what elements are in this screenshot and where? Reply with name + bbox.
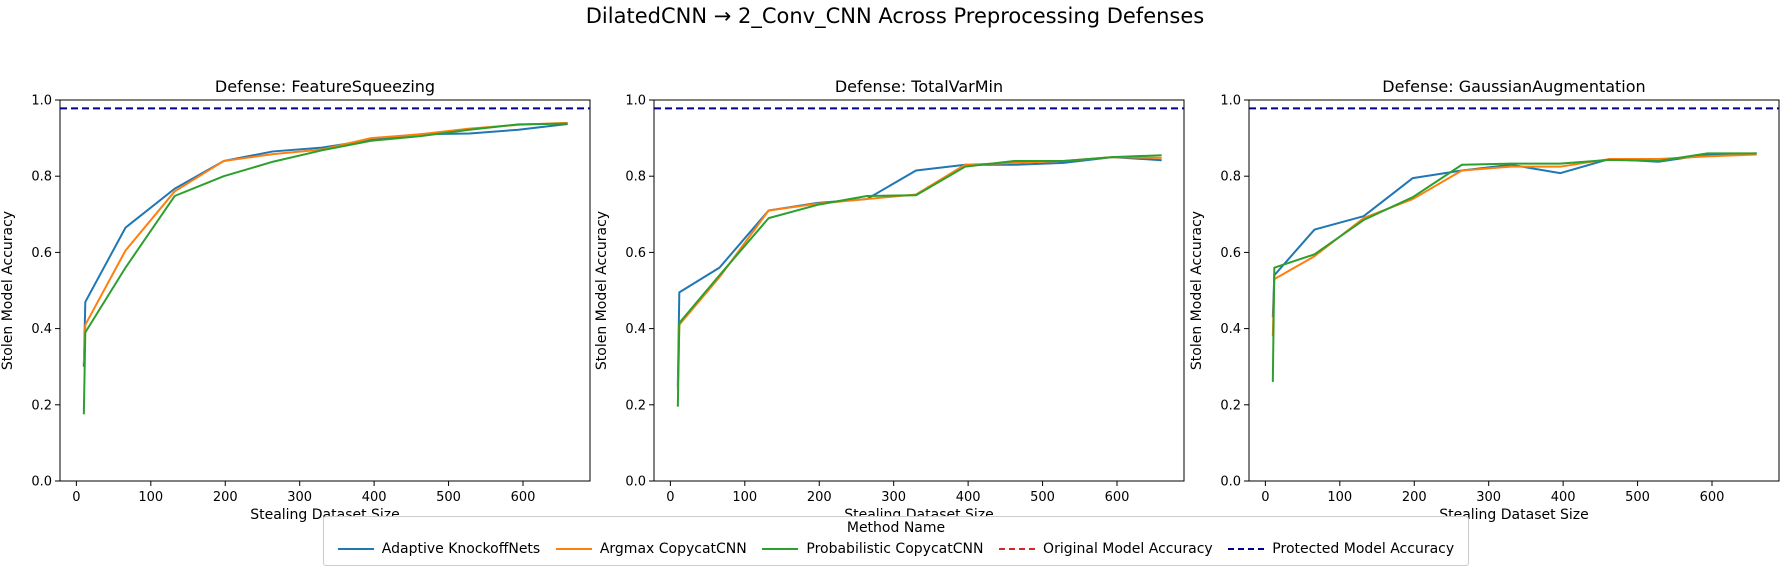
panel-3-title: Defense: GaussianAugmentation xyxy=(1382,77,1645,96)
panel-2-xtick-label-600: 600 xyxy=(1105,490,1130,505)
panel-2-xtick-label-200: 200 xyxy=(807,490,832,505)
panel-2-title: Defense: TotalVarMin xyxy=(835,77,1003,96)
panel-2-series-probabilistic-copycatcnn xyxy=(676,154,1162,407)
panel-3-xtick-label-300: 300 xyxy=(1476,490,1501,505)
panel-2-ytick-label-0.4: 0.4 xyxy=(625,322,646,337)
panel-2-ytick-label-0.8: 0.8 xyxy=(625,170,646,185)
legend-item-original-model-accuracy: Original Model Accuracy xyxy=(999,541,1213,557)
panel-1-ylabel: Stolen Model Accuracy xyxy=(0,211,16,370)
panel-3-ylabel: Stolen Model Accuracy xyxy=(1189,211,1205,370)
legend-item-adaptive-knockoffnets: Adaptive KnockoffNets xyxy=(337,541,541,557)
panel-2-series-adaptive-knockoffnets xyxy=(676,156,1162,386)
panel-1-series-adaptive-knockoffnets xyxy=(82,123,568,367)
legend: Method Name Adaptive KnockoffNets Argmax… xyxy=(323,516,1469,566)
panel-3-ytick-label-0.4: 0.4 xyxy=(1220,322,1241,337)
panel-3-ytick-label-0.8: 0.8 xyxy=(1220,170,1241,185)
legend-items: Adaptive KnockoffNets Argmax CopycatCNN … xyxy=(324,541,1468,557)
legend-label-argmax-copycatcnn: Argmax CopycatCNN xyxy=(599,541,747,557)
panel-3-ytick-label-0.2: 0.2 xyxy=(1220,398,1241,413)
panel-3-xtick-label-600: 600 xyxy=(1700,490,1725,505)
panel-2-xtick-label-500: 500 xyxy=(1030,490,1055,505)
panel-1-xtick-label-100: 100 xyxy=(138,490,163,505)
panel-3-xtick-label-200: 200 xyxy=(1402,490,1427,505)
panel-1-xtick-label-200: 200 xyxy=(213,490,238,505)
panel-3-xtick-label-100: 100 xyxy=(1327,490,1352,505)
legend-label-adaptive-knockoffnets: Adaptive KnockoffNets xyxy=(381,541,541,557)
panel-1-ytick-label-0.6: 0.6 xyxy=(31,246,52,261)
panel-1-xtick-label-400: 400 xyxy=(362,490,387,505)
panel-3-ytick-label-1: 1.0 xyxy=(1220,94,1241,109)
legend-item-protected-model-accuracy: Protected Model Accuracy xyxy=(1228,541,1454,557)
panel-1-xtick-label-300: 300 xyxy=(287,490,312,505)
legend-item-argmax-copycatcnn: Argmax CopycatCNN xyxy=(555,541,747,557)
panel-3-xlabel: Stealing Dataset Size xyxy=(1439,507,1589,523)
panel-1-ytick-label-0: 0.0 xyxy=(31,475,52,490)
panel-1-series-argmax-copycatcnn xyxy=(82,121,568,363)
panel-2-xtick-label-100: 100 xyxy=(732,490,757,505)
figure-suptitle: DilatedCNN → 2_Conv_CNN Across Preproces… xyxy=(585,4,1205,28)
panel-3-series-adaptive-knockoffnets xyxy=(1271,152,1757,318)
panel-2-axes-frame xyxy=(653,99,1185,482)
legend-swatch-argmax-copycatcnn xyxy=(555,548,592,550)
panel-2-ytick-label-0.2: 0.2 xyxy=(625,398,646,413)
panel-2-xtick-label-400: 400 xyxy=(956,490,981,505)
panel-1-title: Defense: FeatureSqueezing xyxy=(215,77,435,96)
panel-2-xtick-label-0: 0 xyxy=(666,490,674,505)
legend-label-protected-model-accuracy: Protected Model Accuracy xyxy=(1272,541,1455,557)
legend-title: Method Name xyxy=(846,520,946,536)
panel-1-ytick-label-0.8: 0.8 xyxy=(31,170,52,185)
panel-1-ytick-label-1: 1.0 xyxy=(31,94,52,109)
panel-2-ytick-label-0.6: 0.6 xyxy=(625,246,646,261)
panel-3-xtick-label-400: 400 xyxy=(1551,490,1576,505)
panel-2-xtick-label-300: 300 xyxy=(881,490,906,505)
panel-3-series-argmax-copycatcnn xyxy=(1271,153,1757,337)
panel-2-ylabel: Stolen Model Accuracy xyxy=(594,211,610,370)
legend-swatch-protected-model-accuracy xyxy=(1228,548,1265,550)
panel-3-ytick-label-0.6: 0.6 xyxy=(1220,246,1241,261)
panel-1-ytick-label-0.2: 0.2 xyxy=(31,398,52,413)
legend-label-probabilistic-copycatcnn: Probabilistic CopycatCNN xyxy=(806,541,984,557)
panel-3-xtick-label-500: 500 xyxy=(1625,490,1650,505)
panel-3-series-probabilistic-copycatcnn xyxy=(1271,152,1757,382)
panel-1-xtick-label-600: 600 xyxy=(511,490,536,505)
panel-1-series-probabilistic-copycatcnn xyxy=(82,122,568,415)
panel-1-ytick-label-0.4: 0.4 xyxy=(31,322,52,337)
panel-3-xtick-label-0: 0 xyxy=(1261,490,1269,505)
legend-label-original-model-accuracy: Original Model Accuracy xyxy=(1043,541,1213,557)
panel-2-ytick-label-1: 1.0 xyxy=(625,94,646,109)
legend-swatch-original-model-accuracy xyxy=(999,548,1036,550)
panel-2-ytick-label-0: 0.0 xyxy=(625,475,646,490)
legend-item-probabilistic-copycatcnn: Probabilistic CopycatCNN xyxy=(762,541,983,557)
panel-1-axes-frame xyxy=(59,99,591,482)
panel-1-xtick-label-500: 500 xyxy=(436,490,461,505)
panel-3-axes-frame xyxy=(1248,99,1780,482)
legend-swatch-adaptive-knockoffnets xyxy=(337,548,374,550)
panel-1-xtick-label-0: 0 xyxy=(72,490,80,505)
legend-swatch-probabilistic-copycatcnn xyxy=(762,548,799,550)
panel-3-ytick-label-0: 0.0 xyxy=(1220,475,1241,490)
